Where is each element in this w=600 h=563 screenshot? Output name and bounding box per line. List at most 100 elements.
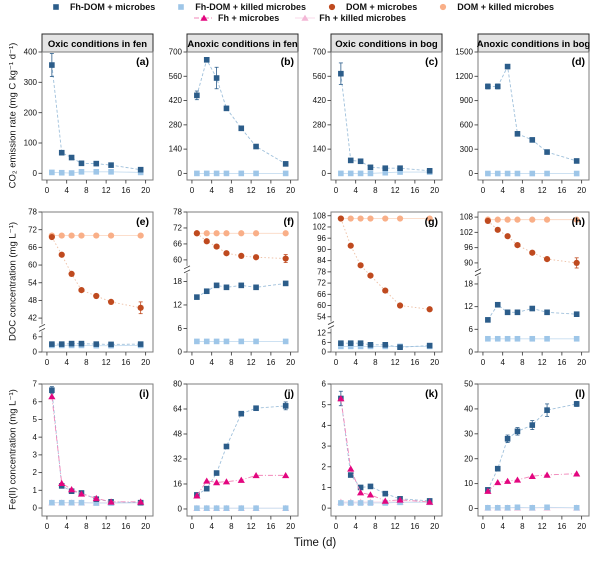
svg-text:4: 4 bbox=[353, 186, 358, 195]
svg-text:12: 12 bbox=[173, 301, 182, 310]
svg-text:0: 0 bbox=[45, 186, 50, 195]
panel-letter: (j) bbox=[284, 388, 294, 400]
svg-text:1: 1 bbox=[33, 486, 38, 495]
legend-item-fh-microbes: Fh + microbes bbox=[193, 13, 280, 23]
legend-label: Fh-DOM + microbes bbox=[69, 2, 156, 12]
svg-text:20: 20 bbox=[286, 186, 295, 195]
svg-text:12: 12 bbox=[464, 302, 473, 311]
svg-text:0: 0 bbox=[322, 504, 327, 513]
svg-text:1200: 1200 bbox=[455, 72, 473, 81]
svg-text:200: 200 bbox=[24, 108, 38, 117]
series-dom-killed bbox=[337, 215, 433, 222]
svg-text:8: 8 bbox=[229, 358, 234, 367]
y-axis-ticks: 60 66 72 78 0 6 12 18 bbox=[173, 208, 187, 357]
series-fhdom-killed bbox=[485, 504, 580, 511]
svg-text:280: 280 bbox=[313, 120, 327, 129]
svg-text:18: 18 bbox=[173, 277, 182, 286]
svg-text:0: 0 bbox=[322, 348, 327, 357]
svg-text:4: 4 bbox=[500, 186, 505, 195]
svg-text:12: 12 bbox=[247, 358, 256, 367]
svg-text:20: 20 bbox=[286, 358, 295, 367]
y-axis-ticks: 0 140 280 420 560 700 bbox=[313, 48, 331, 178]
svg-text:72: 72 bbox=[317, 279, 326, 288]
svg-text:108: 108 bbox=[313, 211, 327, 220]
legend-item-fhdom-killed: Fh-DOM + killed microbes bbox=[171, 2, 306, 12]
svg-text:12: 12 bbox=[391, 358, 400, 367]
svg-text:66: 66 bbox=[28, 243, 37, 252]
dom-microbes-marker-icon bbox=[322, 2, 342, 12]
svg-text:0: 0 bbox=[178, 169, 183, 178]
svg-text:20: 20 bbox=[577, 522, 586, 531]
series-dom-microbes bbox=[193, 230, 289, 263]
panel-d: Anoxic conditions in bog 0 4 8 12 16 20 0 300 600… bbox=[455, 33, 590, 195]
panel-letter: (f) bbox=[284, 216, 295, 228]
svg-text:90: 90 bbox=[464, 259, 473, 268]
svg-text:0: 0 bbox=[178, 505, 183, 514]
x-axis-ticks: 0 4 8 12 16 20 bbox=[481, 180, 587, 195]
svg-text:0: 0 bbox=[322, 169, 327, 178]
legend-label: DOM + killed microbes bbox=[457, 2, 555, 12]
series-dom-killed bbox=[193, 230, 289, 237]
x-axis-ticks: 0 4 8 12 16 20 bbox=[190, 352, 296, 367]
x-axis-ticks: 0 4 8 12 16 20 bbox=[481, 352, 587, 367]
svg-text:0: 0 bbox=[33, 348, 38, 357]
svg-text:3: 3 bbox=[33, 450, 38, 459]
svg-text:4: 4 bbox=[64, 522, 69, 531]
svg-text:0: 0 bbox=[334, 522, 339, 531]
svg-text:16: 16 bbox=[410, 358, 419, 367]
svg-text:6: 6 bbox=[33, 397, 38, 406]
x-axis-ticks: 0 4 8 12 16 20 bbox=[45, 516, 151, 531]
panel-b: Anoxic conditions in fen 0 4 8 12 16 20 0 140 280… bbox=[169, 33, 299, 195]
svg-text:0: 0 bbox=[481, 522, 486, 531]
svg-text:6: 6 bbox=[322, 338, 327, 347]
series-dom-microbes bbox=[48, 233, 144, 315]
svg-text:4: 4 bbox=[209, 186, 214, 195]
panel-letter: (d) bbox=[572, 56, 585, 68]
marker-glyph-icon bbox=[53, 4, 59, 10]
svg-text:4: 4 bbox=[209, 522, 214, 531]
panel-letter: (a) bbox=[136, 56, 149, 68]
svg-text:4: 4 bbox=[209, 358, 214, 367]
svg-text:12: 12 bbox=[317, 328, 326, 337]
series-dom-microbes bbox=[337, 215, 433, 313]
svg-text:12: 12 bbox=[102, 186, 111, 195]
x-axis-ticks: 0 4 8 12 16 20 bbox=[45, 352, 151, 367]
y-axis-ticks: 0 140 280 420 560 700 bbox=[169, 48, 187, 178]
svg-text:700: 700 bbox=[169, 48, 183, 57]
svg-text:300: 300 bbox=[460, 145, 474, 154]
svg-text:0: 0 bbox=[190, 358, 195, 367]
y-axis-ticks: 0 1 2 3 4 5 6 bbox=[322, 380, 331, 513]
svg-text:4: 4 bbox=[500, 358, 505, 367]
series-fhdom-microbes bbox=[485, 301, 580, 323]
svg-text:54: 54 bbox=[317, 312, 326, 321]
svg-text:7: 7 bbox=[33, 380, 38, 389]
svg-text:30: 30 bbox=[464, 429, 473, 438]
svg-text:8: 8 bbox=[373, 522, 378, 531]
svg-text:78: 78 bbox=[173, 208, 182, 217]
svg-text:48: 48 bbox=[173, 430, 182, 439]
legend-label: Fh + microbes bbox=[217, 13, 280, 23]
svg-text:8: 8 bbox=[84, 522, 89, 531]
y-axis-ticks: 0 100 200 300 400 bbox=[24, 48, 42, 178]
y-axis-ticks: 90 96 102 108 0 6 12 18 bbox=[460, 213, 478, 357]
svg-text:560: 560 bbox=[313, 72, 327, 81]
series-fhdom-killed bbox=[194, 170, 289, 177]
svg-text:20: 20 bbox=[577, 358, 586, 367]
panel-f: 0 4 8 12 16 20 60 66 72 78 0 6 12 18 (f) bbox=[173, 208, 299, 367]
svg-text:20: 20 bbox=[577, 186, 586, 195]
svg-text:2: 2 bbox=[33, 468, 38, 477]
svg-text:700: 700 bbox=[313, 48, 327, 57]
svg-text:3: 3 bbox=[322, 442, 327, 451]
svg-text:20: 20 bbox=[430, 522, 439, 531]
svg-text:16: 16 bbox=[410, 186, 419, 195]
svg-text:Oxic conditions in bog: Oxic conditions in bog bbox=[335, 39, 438, 50]
svg-text:8: 8 bbox=[84, 186, 89, 195]
marker-glyph-icon bbox=[178, 4, 185, 10]
series-fhdom-microbes bbox=[338, 62, 433, 174]
svg-text:18: 18 bbox=[464, 280, 473, 289]
panel-c: Oxic conditions in bog 0 4 8 12 16 20 0 140 280 42… bbox=[313, 33, 443, 195]
svg-text:66: 66 bbox=[173, 240, 182, 249]
panel-header: Anoxic conditions in fen bbox=[186, 33, 299, 53]
series-fhdom-killed bbox=[194, 505, 289, 511]
